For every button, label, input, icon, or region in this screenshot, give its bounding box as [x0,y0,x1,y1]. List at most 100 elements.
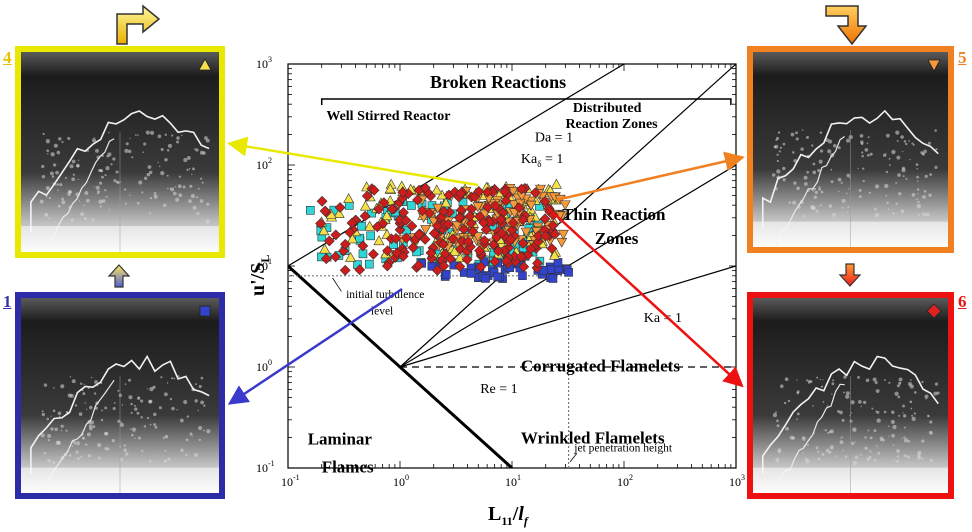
data-point-diamond [475,261,487,273]
ka-equals-1-line [399,265,736,368]
data-point-diamond [377,218,389,230]
bent-arrow-up-right-icon [116,4,161,45]
data-point-triangle-down [559,200,571,211]
data-point-diamond [367,248,379,260]
data-point-triangle-down [472,232,484,243]
data-point-diamond [316,195,328,207]
data-point-triangle-up [319,243,331,254]
data-point-diamond [513,202,525,214]
data-point-diamond [438,205,450,217]
data-point-square [365,259,374,269]
data-point-triangle-down [525,200,537,211]
data-point-diamond [479,235,490,247]
data-point-diamond [517,237,529,249]
data-point-diamond [382,245,393,257]
data-point-diamond [547,220,559,231]
data-point-diamond [381,260,393,272]
region-laminar-flames-line2: Flames [322,458,374,477]
region-thin-reaction-zones-line2: Zones [595,229,639,248]
data-point-diamond [438,260,450,272]
turbulent-combustion-regime-diagram: 10-1 100 101 102 103 10-1 100 101 102 103 L11/lf u'… [247,55,745,528]
data-point-triangle-up [318,225,330,236]
label-ka-delta-equals-1: Kaδ = 1 [521,152,563,169]
data-point-triangle-up [333,208,345,218]
data-point-diamond [371,221,383,233]
data-point-diamond [488,239,499,251]
data-point-triangle-up [448,245,461,256]
data-point-diamond [416,205,428,217]
data-point-triangle-down [472,202,484,213]
data-point-triangle-down [520,227,532,238]
data-point-diamond [503,242,515,254]
data-point-diamond [530,187,541,199]
panel-label-4: 4 [3,48,12,67]
data-point-diamond [533,230,544,242]
arrow-down-icon [838,263,862,287]
data-point-triangle-up [346,233,358,244]
data-point-diamond [320,253,332,265]
data-point-diamond [501,255,512,267]
data-point-triangle-down [507,187,519,197]
panel-label-6: 6 [958,292,967,311]
data-point-triangle-down [557,229,569,240]
panel-marker-triangle-up [198,58,212,71]
data-point-triangle-up [360,200,372,211]
image-panel-5 [747,46,954,253]
data-point-diamond [378,197,390,209]
pointer-arrow-5 [555,151,745,202]
panel-marker-triangle-down [927,59,941,72]
data-point-diamond [454,261,466,272]
data-point-diamond [518,261,530,273]
data-point-triangle-up [381,210,393,221]
x-tick-label: 10-1 [281,473,300,489]
data-point-diamond [467,225,479,237]
data-point-square [366,231,375,241]
data-point-diamond [442,218,454,230]
data-point-diamond [406,220,418,232]
data-point-diamond [390,233,402,244]
data-point-diamond [401,232,412,244]
region-thin-reaction-zones: Thin Reaction [562,205,666,224]
data-point-diamond [496,227,508,239]
data-point-square [466,269,476,278]
y-tick-label: 100 [256,358,272,374]
region-distributed-reaction-zones-line2: Reaction Zones [565,117,658,132]
annotation-initial-turbulence: initial turbulence [346,289,424,301]
panel-marker-square [199,305,211,317]
data-point-diamond [357,240,369,252]
data-point-square [441,270,451,279]
data-point-triangle-up [343,193,355,203]
data-point-diamond [506,224,518,236]
data-point-diamond [397,250,409,262]
data-point-diamond [509,256,521,268]
data-point-diamond [507,217,519,229]
data-point-diamond [344,227,356,238]
bent-arrow-right-down-icon [825,5,868,46]
y-tick-label: 101 [256,257,272,273]
pointer-arrow-1 [227,287,403,405]
data-point-diamond [330,251,341,263]
broken-reactions-bracket [320,98,732,105]
data-point-diamond [462,236,474,248]
data-point-diamond [398,207,409,218]
annotation-initial-turbulence-line2: level [371,306,393,318]
region-corrugated-flamelets: Corrugated Flamelets [521,357,680,376]
scatter-points [306,178,573,283]
data-point-square [548,274,558,283]
data-point-triangle-down [508,200,520,211]
data-point-diamond [426,253,438,264]
region-laminar-flames: Laminar [308,430,373,449]
data-point-diamond [323,235,335,247]
data-point-diamond [539,196,551,207]
data-point-diamond [394,224,406,236]
data-point-triangle-down [508,208,520,219]
data-point-diamond [517,214,529,226]
pointer-arrow-6 [547,207,744,388]
data-point-square [357,221,366,231]
data-point-diamond [453,212,465,224]
data-point-triangle-up [440,197,452,208]
image-panel-4 [15,46,225,258]
data-point-diamond [492,245,504,257]
x-tick-label: 101 [505,473,521,489]
